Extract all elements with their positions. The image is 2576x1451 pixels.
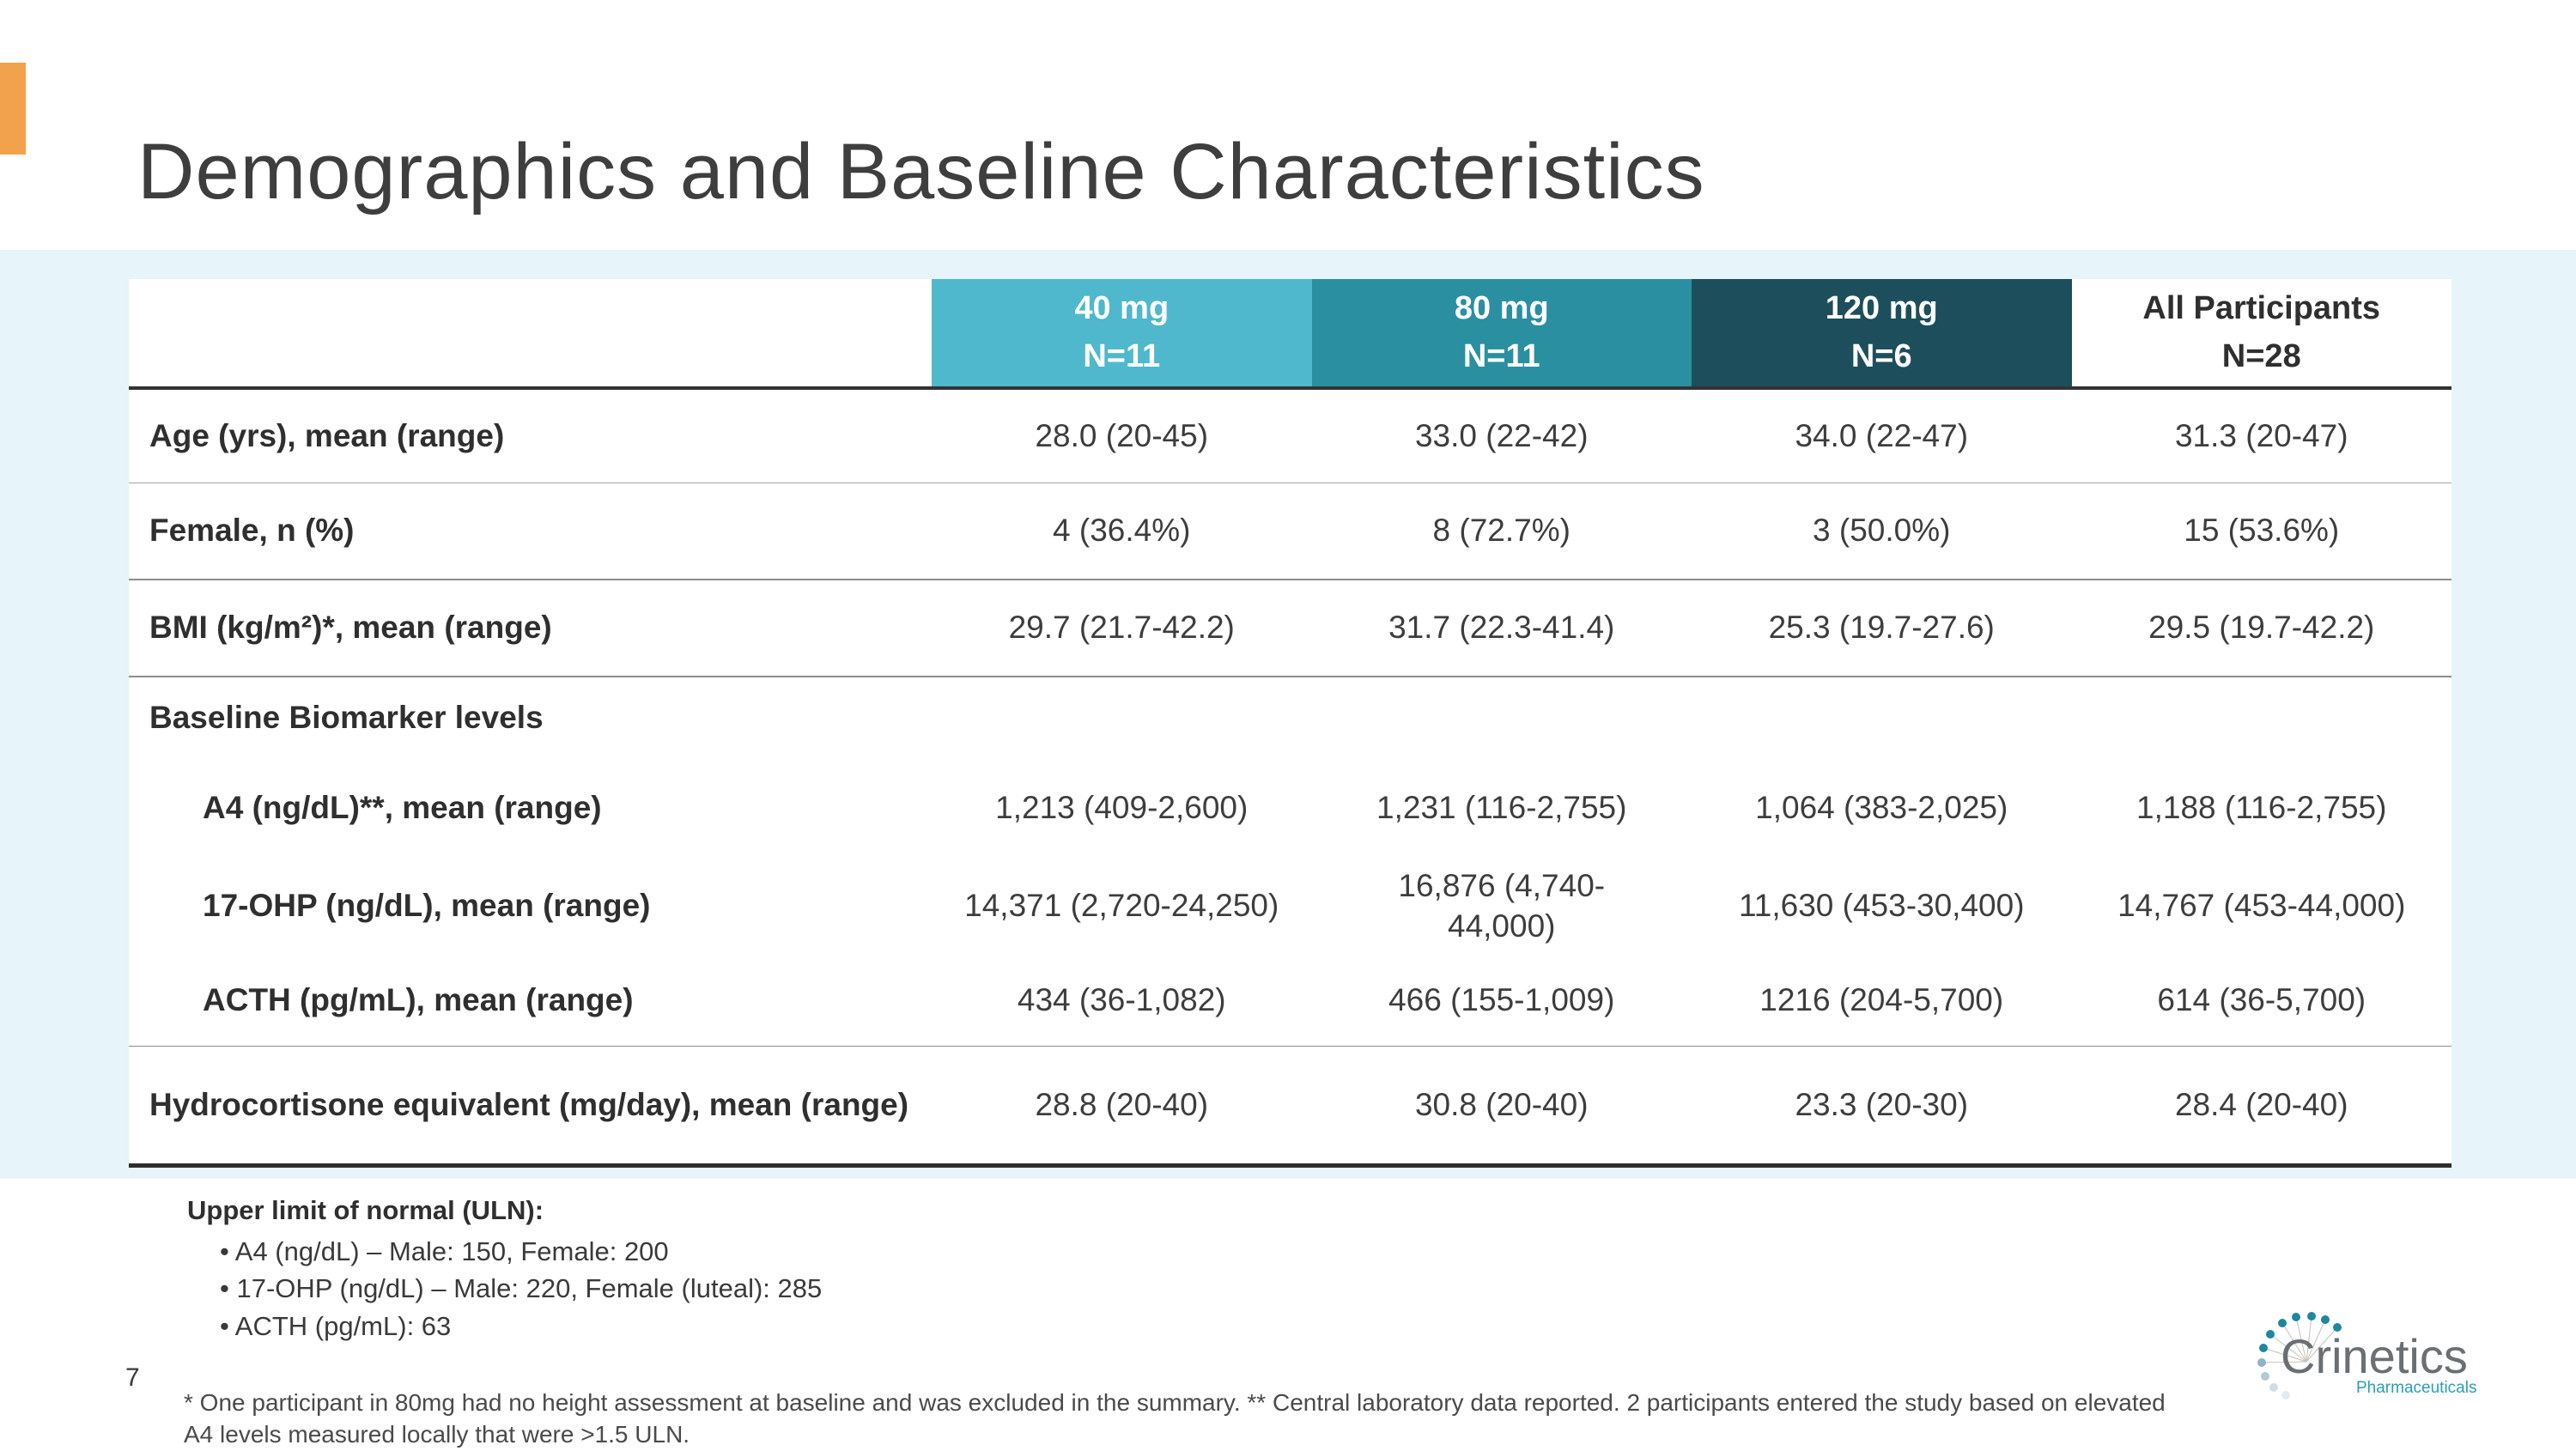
header-all-participants: All Participants N=28	[2071, 279, 2451, 386]
uln-item-acth: ACTH (pg/mL): 63	[220, 1308, 822, 1345]
cell-value: 434 (36-1,082)	[1017, 982, 1226, 1018]
logo-rays	[2261, 1315, 2338, 1363]
header-80mg-n: N=11	[1462, 337, 1540, 374]
cell-value: 28.8 (20-40)	[1035, 1086, 1209, 1122]
crinetics-logo-graphic: Crinetics Pharmaceuticals	[2257, 1312, 2476, 1399]
cell-value: 3 (50.0%)	[1813, 513, 1951, 549]
row-label: Age (yrs), mean (range)	[149, 417, 505, 453]
cell-value: 1216 (204-5,700)	[1759, 982, 2004, 1018]
header-empty-cell	[129, 279, 932, 386]
cell-value: 614 (36-5,700)	[2157, 982, 2366, 1018]
cell-value: 31.7 (22.3-41.4)	[1388, 610, 1615, 646]
cell-value: 466 (155-1,009)	[1388, 982, 1615, 1018]
table-row-biomarker-section: Baseline Biomarker levels	[129, 676, 2451, 759]
cell-value: 14,371 (2,720-24,250)	[964, 888, 1279, 924]
table-row-hydrocortisone: Hydrocortisone equivalent (mg/day), mean…	[129, 1046, 2451, 1163]
cell-value: 29.5 (19.7-42.2)	[2148, 610, 2375, 646]
demographics-table: 40 mg N=11 80 mg N=11 120 mg N=6 All Par…	[129, 279, 2451, 1168]
cell-value: 1,213 (409-2,600)	[995, 789, 1249, 825]
table-header-row: 40 mg N=11 80 mg N=11 120 mg N=6 All Par…	[129, 279, 2451, 390]
cell-value: 14,767 (453-44,000)	[2117, 888, 2406, 924]
header-120mg: 120 mg N=6	[1692, 279, 2072, 386]
cell-value: 16,876 (4,740- 44,000)	[1398, 868, 1606, 944]
page-title: Demographics and Baseline Characteristic…	[137, 127, 1705, 216]
page-number: 7	[125, 1363, 140, 1392]
header-40mg: 40 mg N=11	[932, 279, 1312, 386]
cell-value: 1,231 (116-2,755)	[1376, 789, 1627, 825]
cell-value: 30.8 (20-40)	[1414, 1086, 1589, 1122]
header-all-dose: All Participants	[2142, 290, 2381, 327]
crinetics-logo: Crinetics Pharmaceuticals	[2251, 1308, 2500, 1403]
table-row-a4: A4 (ng/dL)**, mean (range) 1,213 (409-2,…	[129, 759, 2451, 857]
accent-bar	[0, 63, 26, 155]
cell-value: 28.0 (20-45)	[1035, 417, 1209, 453]
header-40mg-n: N=11	[1083, 337, 1161, 374]
cell-value: 23.3 (20-30)	[1795, 1086, 1969, 1122]
cell-value: 15 (53.6%)	[2184, 513, 2340, 549]
table-row-17ohp: 17-OHP (ng/dL), mean (range) 14,371 (2,7…	[129, 857, 2451, 956]
header-all-n: N=28	[2221, 337, 2301, 374]
cell-value: 1,188 (116-2,755)	[2136, 789, 2387, 825]
logo-dots	[2257, 1312, 2342, 1399]
table-row-age: Age (yrs), mean (range) 28.0 (20-45) 33.…	[129, 390, 2451, 483]
table-row-acth: ACTH (pg/mL), mean (range) 434 (36-1,082…	[129, 956, 2451, 1046]
header-120mg-n: N=6	[1850, 337, 1912, 374]
row-label: BMI (kg/m²)*, mean (range)	[149, 610, 552, 646]
cell-value: 34.0 (22-47)	[1795, 417, 1969, 453]
header-40mg-dose: 40 mg	[1074, 290, 1170, 327]
header-80mg: 80 mg N=11	[1311, 279, 1692, 386]
section-label: Baseline Biomarker levels	[149, 700, 544, 736]
cell-value: 33.0 (22-42)	[1414, 417, 1589, 453]
row-label: Hydrocortisone equivalent (mg/day), mean…	[149, 1086, 909, 1122]
header-120mg-dose: 120 mg	[1825, 290, 1938, 327]
uln-item-a4: A4 (ng/dL) – Male: 150, Female: 200	[220, 1233, 822, 1270]
row-label: ACTH (pg/mL), mean (range)	[203, 982, 634, 1018]
uln-list: A4 (ng/dL) – Male: 150, Female: 200 17-O…	[187, 1233, 822, 1345]
table-row-bmi: BMI (kg/m²)*, mean (range) 29.7 (21.7-42…	[129, 579, 2451, 676]
logo-wordmark: Crinetics	[2281, 1329, 2468, 1383]
cell-value: 25.3 (19.7-27.6)	[1768, 610, 1995, 646]
row-label: A4 (ng/dL)**, mean (range)	[203, 789, 602, 825]
logo-tagline: Pharmaceuticals	[2356, 1379, 2476, 1397]
cell-value: 31.3 (20-47)	[2174, 417, 2348, 453]
uln-item-17ohp: 17-OHP (ng/dL) – Male: 220, Female (lute…	[220, 1270, 822, 1307]
header-80mg-dose: 80 mg	[1454, 290, 1549, 327]
cell-value: 11,630 (453-30,400)	[1738, 888, 2025, 924]
cell-value: 8 (72.7%)	[1432, 513, 1571, 549]
row-label: 17-OHP (ng/dL), mean (range)	[203, 888, 651, 924]
bottom-footnote: * One participant in 80mg had no height …	[184, 1389, 2166, 1448]
cell-value: 28.4 (20-40)	[2174, 1086, 2348, 1122]
cell-value: 4 (36.4%)	[1053, 513, 1191, 549]
cell-value: 29.7 (21.7-42.2)	[1008, 610, 1235, 646]
uln-footnote-block: Upper limit of normal (ULN): A4 (ng/dL) …	[187, 1195, 822, 1345]
uln-title: Upper limit of normal (ULN):	[187, 1195, 544, 1225]
row-label: Female, n (%)	[149, 513, 355, 549]
cell-value: 1,064 (383-2,025)	[1755, 789, 2008, 825]
table-row-female: Female, n (%) 4 (36.4%) 8 (72.7%) 3 (50.…	[129, 483, 2451, 579]
